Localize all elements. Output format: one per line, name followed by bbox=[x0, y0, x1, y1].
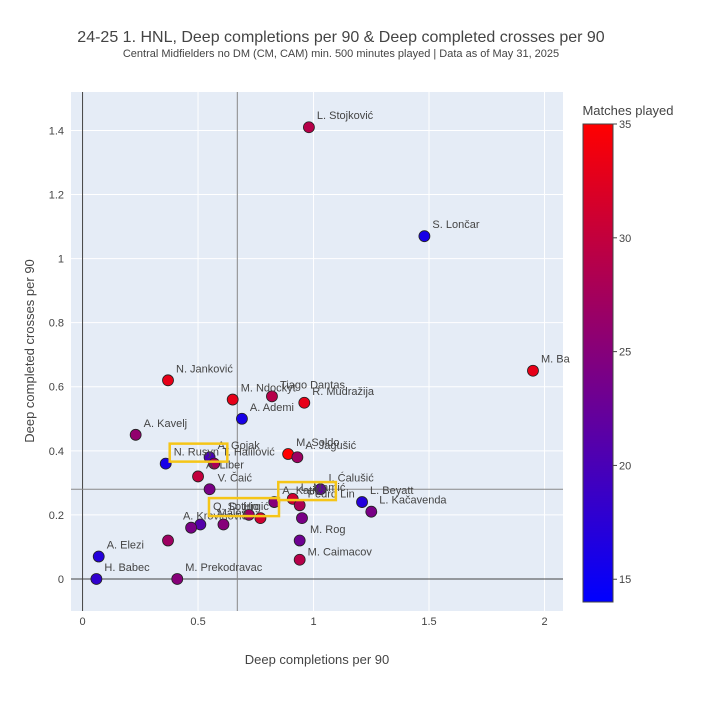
data-point[interactable] bbox=[185, 521, 198, 534]
data-point[interactable] bbox=[356, 496, 368, 508]
x-tick-label: 2 bbox=[541, 616, 547, 628]
data-point[interactable] bbox=[293, 553, 306, 566]
point-label: L. Kačavenda bbox=[379, 495, 447, 507]
colorbar-tick-label: 30 bbox=[619, 233, 631, 245]
point-label: M. Caimacov bbox=[308, 547, 373, 559]
data-point[interactable] bbox=[418, 230, 431, 243]
data-point[interactable] bbox=[236, 412, 248, 425]
point-label: L. Stojković bbox=[317, 110, 374, 122]
data-point[interactable] bbox=[90, 573, 103, 585]
x-tick-label: 1.5 bbox=[421, 616, 436, 628]
point-label: S. Lončar bbox=[432, 219, 479, 231]
point-label: L. Beyatt bbox=[370, 485, 413, 497]
colorbar-ticks: 15 20 25 30 35 bbox=[613, 119, 631, 586]
point-label: A. Jagušić bbox=[305, 440, 356, 452]
point-label: M. Ndockyt bbox=[241, 383, 296, 395]
data-point[interactable] bbox=[171, 573, 184, 585]
data-point[interactable] bbox=[217, 518, 230, 531]
highlight-box bbox=[277, 480, 338, 502]
y-tick-label: 0.6 bbox=[49, 382, 64, 394]
highlight-boxes bbox=[168, 442, 338, 518]
y-tick-label: 0.4 bbox=[49, 446, 64, 458]
data-point[interactable] bbox=[203, 483, 216, 496]
data-point[interactable] bbox=[159, 457, 172, 470]
point-label: R. Mudražija bbox=[312, 386, 375, 398]
plot-area bbox=[71, 92, 563, 611]
y-tick-label: 1.2 bbox=[49, 190, 64, 202]
point-label: N. Janković bbox=[176, 363, 233, 375]
data-point[interactable] bbox=[254, 512, 267, 524]
y-axis-ticks: 0 0.2 0.4 0.6 0.8 1 1.2 1.4 bbox=[49, 125, 64, 586]
point-label: V. Čaić bbox=[218, 471, 253, 484]
colorbar-tick-label: 25 bbox=[619, 347, 631, 359]
point-label: A. Gojak bbox=[218, 440, 261, 452]
point-label: I. Ćalušić bbox=[328, 471, 374, 484]
point-label: L. Mamić bbox=[301, 482, 346, 494]
point-label: M. Prekodravac bbox=[185, 562, 263, 574]
point-label: A. Kavelj bbox=[144, 418, 187, 430]
x-tick-label: 1 bbox=[310, 616, 316, 628]
data-point[interactable] bbox=[192, 470, 204, 483]
data-point[interactable] bbox=[296, 512, 308, 524]
chart-title: 24-25 1. HNL, Deep completions per 90 & … bbox=[77, 29, 605, 46]
grid-lines bbox=[71, 92, 563, 611]
point-label: A. Katik bbox=[282, 485, 320, 497]
point-label: Tiago Dantas bbox=[280, 379, 346, 391]
point-label: D. Hrgić bbox=[229, 501, 269, 513]
x-axis-ticks: 0 0.5 1 1.5 2 bbox=[79, 616, 547, 628]
chart-subtitle: Central Midfielders no DM (CM, CAM) min.… bbox=[123, 48, 559, 60]
data-point[interactable] bbox=[314, 483, 327, 496]
point-label: Q. Sotirio bbox=[213, 501, 259, 513]
point-label: M. Ba bbox=[541, 354, 571, 366]
highlight-box bbox=[207, 496, 281, 518]
x-tick-label: 0 bbox=[79, 616, 85, 628]
data-point[interactable] bbox=[266, 390, 278, 403]
data-point[interactable] bbox=[298, 396, 311, 409]
point-label: H. Babec bbox=[104, 562, 150, 574]
colorbar: Matches played 15 20 25 30 35 bbox=[582, 103, 674, 603]
y-tick-label: 0 bbox=[58, 574, 64, 586]
data-point[interactable] bbox=[291, 451, 304, 464]
data-point[interactable] bbox=[129, 428, 142, 441]
point-label: N. Rusyn bbox=[174, 447, 219, 459]
y-axis-label: Deep completed crosses per 90 bbox=[22, 259, 37, 443]
data-point[interactable] bbox=[365, 505, 378, 518]
y-tick-label: 0.8 bbox=[49, 318, 64, 330]
x-axis-label: Deep completions per 90 bbox=[245, 652, 390, 667]
data-point[interactable] bbox=[162, 534, 174, 547]
colorbar-title: Matches played bbox=[582, 103, 673, 118]
y-tick-label: 1.4 bbox=[49, 125, 64, 137]
point-label: Pedro Lin bbox=[308, 488, 355, 500]
point-label: A. Elezi bbox=[107, 540, 144, 552]
point-labels: L. Stojković S. Lončar M. Ba N. Janković M. … bbox=[104, 110, 570, 574]
data-point[interactable] bbox=[293, 534, 306, 547]
point-label: A. Ademi bbox=[250, 402, 294, 414]
point-label: M. Soldo bbox=[296, 437, 339, 449]
point-label: M. Rog bbox=[310, 524, 345, 536]
data-point[interactable] bbox=[162, 374, 174, 387]
data-point[interactable] bbox=[92, 550, 105, 563]
y-tick-label: 1 bbox=[58, 254, 64, 266]
x-tick-label: 0.5 bbox=[190, 616, 205, 628]
data-point[interactable] bbox=[527, 364, 539, 377]
y-tick-label: 0.2 bbox=[49, 510, 64, 522]
data-point[interactable] bbox=[293, 499, 306, 512]
colorbar-tick-label: 35 bbox=[619, 119, 631, 131]
colorbar-gradient bbox=[582, 123, 614, 603]
colorbar-tick-label: 20 bbox=[619, 460, 631, 472]
highlight-box bbox=[168, 442, 229, 463]
point-label: T. Halilović bbox=[222, 447, 275, 459]
colorbar-tick-label: 15 bbox=[619, 574, 631, 586]
data-point[interactable] bbox=[303, 121, 315, 134]
data-point[interactable] bbox=[226, 393, 239, 406]
